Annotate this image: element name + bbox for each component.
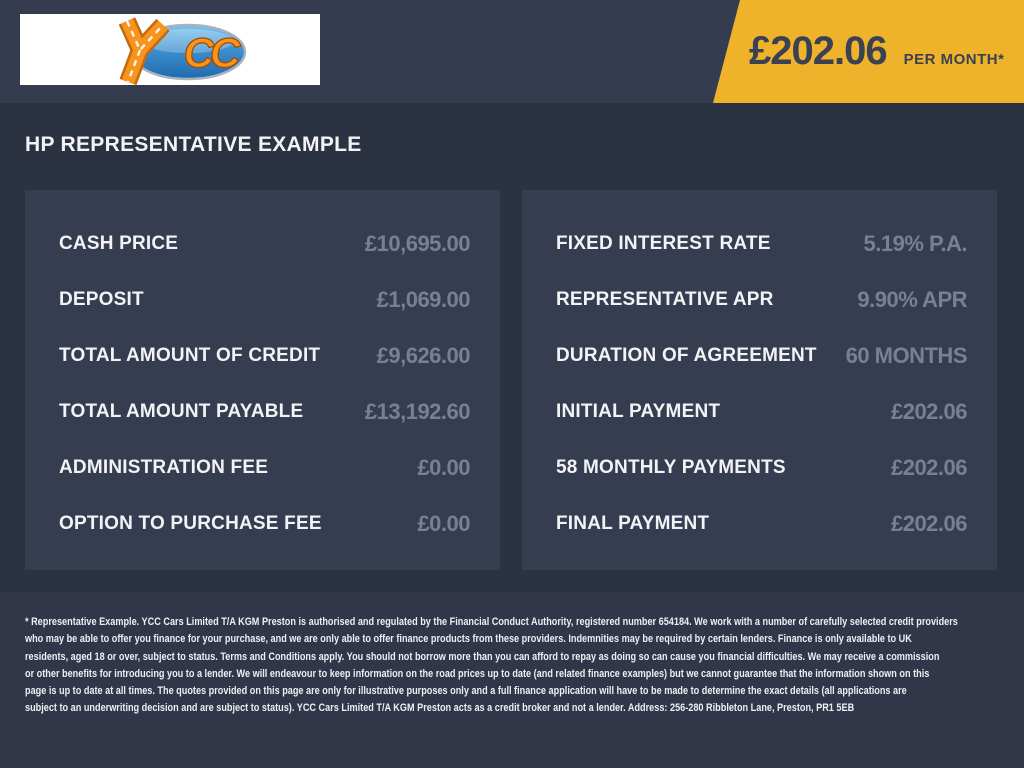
legal-footer: * Representative Example. YCC Cars Limit… [0,592,1024,768]
row-value: £1,069.00 [376,287,471,312]
dealer-logo: CC [20,14,320,86]
row-value: £0.00 [417,455,470,480]
finance-row: DURATION OF AGREEMENT 60 MONTHS [556,328,968,384]
row-value: 5.19% P.A. [863,231,968,256]
row-label: DURATION OF AGREEMENT [556,345,817,366]
row-label: FINAL PAYMENT [556,513,710,534]
row-label: TOTAL AMOUNT PAYABLE [59,401,304,422]
finance-row: REPRESENTATIVE APR 9.90% APR [556,272,967,328]
monthly-price: £202.06 [749,29,888,73]
row-value: 60 MONTHS [845,343,968,368]
finance-row: INITIAL PAYMENT £202.06 [556,384,968,440]
legal-text-line: or other benefits for introducing you to… [25,667,930,680]
row-value: 9.90% APR [857,287,967,312]
row-label: CASH PRICE [59,233,179,254]
row-value: £9,626.00 [376,343,471,368]
legal-text-line: residents, aged 18 or over, subject to s… [25,650,940,663]
row-value: £202.06 [890,511,968,536]
finance-panel-left: CASH PRICE £10,695.00 DEPOSIT £1,069.00 … [25,190,500,570]
row-value: £202.06 [890,455,968,480]
page-title: HP REPRESENTATIVE EXAMPLE [25,133,362,156]
ycc-logo-graphic: CC [118,17,247,86]
row-label: FIXED INTEREST RATE [556,233,771,254]
row-value: £202.06 [890,399,968,424]
row-label: ADMINISTRATION FEE [59,457,269,478]
legal-text-line: * Representative Example. YCC Cars Limit… [25,616,958,628]
row-label: REPRESENTATIVE APR [556,289,774,310]
logo-cc-text: CC [184,29,241,76]
finance-row: OPTION TO PURCHASE FEE £0.00 [59,496,470,552]
legal-text-line: who may be able to offer you finance for… [25,633,912,646]
row-label: TOTAL AMOUNT OF CREDIT [59,345,321,366]
finance-row: ADMINISTRATION FEE £0.00 [59,440,470,496]
row-label: OPTION TO PURCHASE FEE [59,513,322,534]
row-label: DEPOSIT [59,289,144,310]
finance-row: 58 MONTHLY PAYMENTS £202.06 [556,440,968,496]
finance-row: CASH PRICE £10,695.00 [59,216,471,272]
finance-row: TOTAL AMOUNT OF CREDIT £9,626.00 [59,328,471,384]
row-label: 58 MONTHLY PAYMENTS [556,457,786,478]
logo-y-road [118,17,170,86]
monthly-price-suffix: PER MONTH* [903,51,1005,68]
legal-text-line: subject to an underwriting decision and … [25,702,855,715]
legal-text-line: page is up to date at all times. The quo… [25,685,907,698]
header-band: CC £202.06 PER MONTH* [0,0,1024,103]
finance-row: FIXED INTEREST RATE 5.19% P.A. [556,216,968,272]
row-value: £0.00 [417,511,470,536]
finance-row: TOTAL AMOUNT PAYABLE £13,192.60 [59,384,471,440]
row-value: £13,192.60 [364,399,471,424]
finance-row: FINAL PAYMENT £202.06 [556,496,968,552]
monthly-price-flag: £202.06 PER MONTH* [713,0,1024,103]
row-value: £10,695.00 [364,231,471,256]
finance-panel-right: FIXED INTEREST RATE 5.19% P.A. REPRESENT… [522,190,997,570]
finance-row: DEPOSIT £1,069.00 [59,272,471,328]
row-label: INITIAL PAYMENT [556,401,721,422]
